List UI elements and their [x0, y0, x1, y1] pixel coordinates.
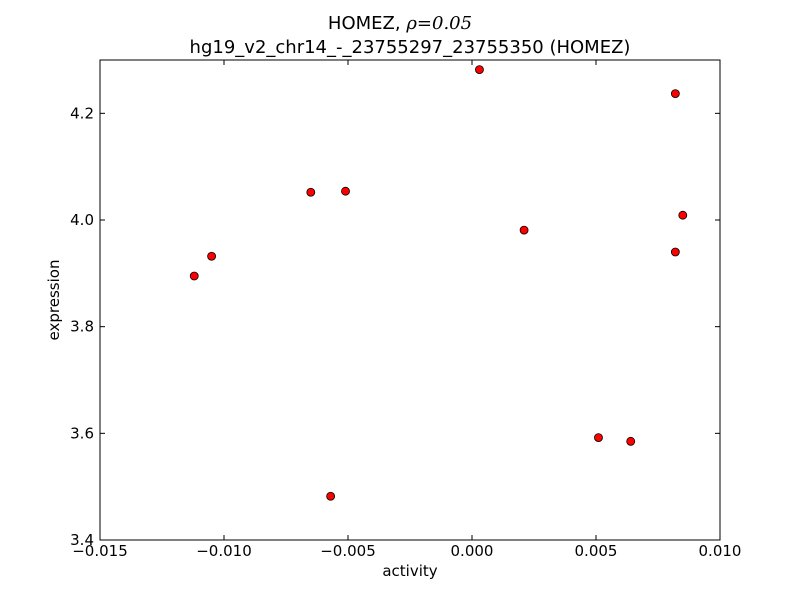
chart-title-rho-value: =0.05 — [417, 13, 472, 34]
plot-frame — [99, 59, 721, 541]
data-point — [207, 251, 217, 261]
x-tick-label: −0.010 — [196, 542, 252, 560]
x-tick-label: 0.005 — [575, 542, 618, 560]
y-tick-label: 3.6 — [70, 424, 94, 442]
data-point — [519, 225, 529, 235]
y-tick-label: 4.2 — [70, 104, 94, 122]
x-tick-label: −0.015 — [72, 542, 128, 560]
plot-area — [100, 60, 720, 540]
data-point — [341, 186, 350, 196]
y-tick-label: 3.4 — [70, 531, 94, 549]
data-point — [306, 187, 316, 197]
x-axis-label: activity — [382, 562, 437, 580]
y-tick-label: 4.0 — [70, 211, 94, 229]
data-point — [670, 89, 680, 98]
data-point — [475, 65, 484, 74]
data-points — [189, 65, 688, 501]
y-axis-label: expression — [45, 260, 63, 341]
data-point — [670, 247, 680, 257]
data-point — [678, 210, 688, 220]
axis-ticks: −0.015 −0.010 −0.005 0.000 0.005 0.010 3.4 3.6 3… — [70, 60, 741, 560]
chart-title-prefix: HOMEZ, — [328, 13, 406, 34]
data-point — [189, 271, 199, 281]
data-point — [594, 433, 603, 443]
chart-subtitle: hg19_v2_chr14_-_23755297_23755350 (HOMEZ… — [190, 37, 631, 58]
x-tick-label: 0.000 — [451, 542, 494, 560]
data-point — [326, 491, 336, 501]
chart-title-rho-symbol: ρ — [405, 13, 417, 34]
y-tick-label: 3.8 — [70, 318, 94, 336]
x-tick-label: −0.005 — [320, 542, 376, 560]
data-point — [626, 436, 636, 446]
chart-title: HOMEZ, ρ=0.05 — [328, 13, 472, 34]
x-tick-label: 0.010 — [699, 542, 742, 560]
